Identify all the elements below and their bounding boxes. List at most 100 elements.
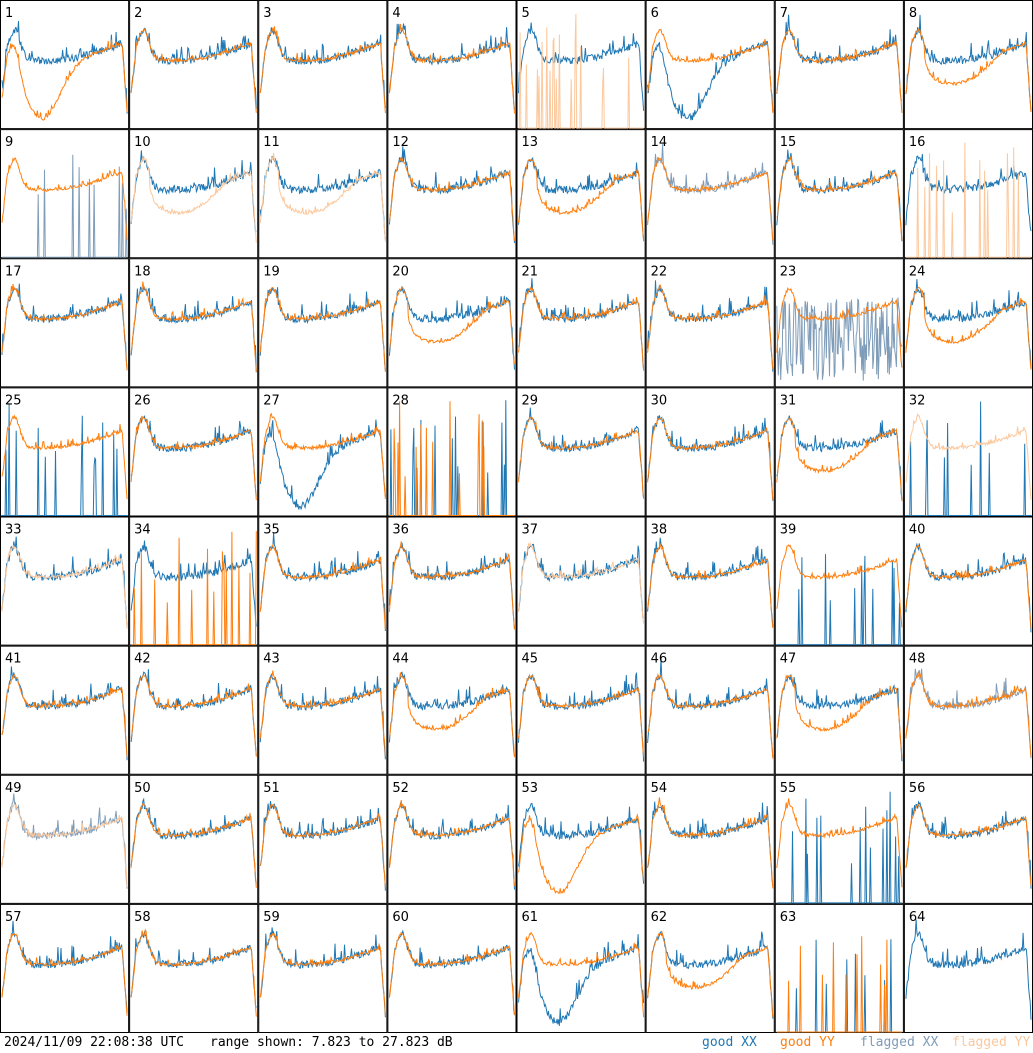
panel-frame: [645, 645, 775, 775]
yy-trace: [1, 157, 128, 240]
antenna-panel-62: 62: [645, 903, 775, 1033]
antenna-panel-35: 35: [258, 516, 388, 646]
yy-trace: [518, 13, 644, 129]
antenna-number: 60: [392, 910, 409, 925]
panel-frame: [129, 258, 259, 388]
yy-trace: [905, 544, 1032, 629]
xx-trace: [259, 673, 386, 760]
antenna-panel-52: 52: [387, 774, 517, 904]
antenna-panel-31: 31: [774, 387, 904, 517]
yy-trace: [131, 531, 257, 646]
antenna-panel-41: 41: [0, 645, 130, 775]
antenna-number: 21: [522, 264, 539, 279]
panel-frame: [387, 903, 517, 1033]
antenna-number: 62: [651, 910, 668, 925]
antenna-panel-23: 23: [774, 258, 904, 388]
antenna-number: 47: [780, 652, 797, 667]
antenna-panel-59: 59: [258, 903, 388, 1033]
yy-trace: [388, 799, 515, 886]
antenna-panel-64: 64: [903, 903, 1033, 1033]
panel-frame: [387, 516, 517, 646]
panel-frame: [516, 387, 646, 517]
antenna-panel-42: 42: [129, 645, 259, 775]
panel-frame: [258, 645, 388, 775]
antenna-number: 33: [5, 523, 22, 538]
yy-trace: [518, 541, 645, 624]
panel-frame: [258, 774, 388, 904]
antenna-number: 5: [522, 6, 530, 21]
yy-trace: [905, 28, 1032, 113]
antenna-panel-26: 26: [129, 387, 259, 517]
yy-trace: [259, 932, 386, 1017]
xx-trace: [388, 801, 515, 890]
antenna-number: 30: [651, 393, 668, 408]
yy-trace: [259, 670, 386, 757]
antenna-number: 32: [909, 393, 926, 408]
antenna-panel-24: 24: [903, 258, 1033, 388]
xx-trace: [259, 156, 386, 240]
antenna-panel-11: 11: [258, 129, 388, 259]
antenna-panel-48: 48: [903, 645, 1033, 775]
antenna-panel-14: 14: [645, 129, 775, 259]
antenna-panel-55: 55: [774, 774, 904, 904]
antenna-panel-36: 36: [387, 516, 517, 646]
panel-frame: [516, 129, 646, 259]
legend-good-yy: good YY: [780, 1035, 835, 1050]
yy-trace: [518, 158, 645, 242]
panel-frame: [387, 774, 517, 904]
panel-frame: [258, 387, 388, 517]
yy-trace: [388, 931, 515, 1016]
yy-trace: [776, 287, 903, 368]
panel-frame: [129, 0, 259, 130]
antenna-number: 43: [263, 652, 280, 667]
panel-frame: [645, 258, 775, 388]
yy-trace: [259, 287, 386, 373]
antenna-panel-56: 56: [903, 774, 1033, 904]
yy-trace: [518, 286, 645, 371]
panel-frame: [387, 0, 517, 130]
panel-frame: [387, 129, 517, 259]
yy-trace: [905, 803, 1032, 886]
panel-frame: [0, 387, 130, 517]
antenna-panel-18: 18: [129, 258, 259, 388]
antenna-number: 49: [5, 781, 22, 796]
antenna-panel-29: 29: [516, 387, 646, 517]
antenna-panel-61: 61: [516, 903, 646, 1033]
antenna-panel-5: 5: [516, 0, 646, 130]
antenna-number: 52: [392, 781, 409, 796]
panel-frame: [129, 387, 259, 517]
yy-trace: [259, 412, 386, 500]
antenna-panel-15: 15: [774, 129, 904, 259]
yy-trace: [388, 672, 515, 758]
antenna-panel-57: 57: [0, 903, 130, 1033]
antenna-panel-33: 33: [0, 516, 130, 646]
antenna-number: 41: [5, 652, 22, 667]
antenna-panel-38: 38: [645, 516, 775, 646]
panel-frame: [0, 516, 130, 646]
antenna-number: 38: [651, 523, 668, 538]
antenna-panel-6: 6: [645, 0, 775, 130]
panel-frame: [645, 516, 775, 646]
yy-trace: [647, 542, 774, 628]
antenna-number: 29: [522, 393, 539, 408]
xx-trace: [905, 401, 1031, 516]
panel-frame: [0, 0, 130, 130]
xx-trace: [776, 149, 903, 242]
footer: 2024/11/09 22:08:38 UTC range shown: 7.8…: [0, 1033, 1033, 1053]
antenna-panel-44: 44: [387, 645, 517, 775]
yy-trace: [389, 401, 515, 516]
antenna-panel-54: 54: [645, 774, 775, 904]
antenna-number: 22: [651, 264, 668, 279]
antenna-number: 28: [392, 393, 409, 408]
antenna-panel-25: 25: [0, 387, 130, 517]
yy-trace: [388, 23, 515, 114]
antenna-panel-28: 28: [387, 387, 517, 517]
antenna-panel-22: 22: [645, 258, 775, 388]
yy-trace: [776, 798, 903, 888]
yy-trace: [647, 417, 774, 501]
yy-trace: [1, 284, 128, 371]
panel-frame: [774, 516, 904, 646]
antenna-number: 10: [134, 135, 151, 150]
antenna-panel-19: 19: [258, 258, 388, 388]
antenna-number: 13: [522, 135, 539, 150]
